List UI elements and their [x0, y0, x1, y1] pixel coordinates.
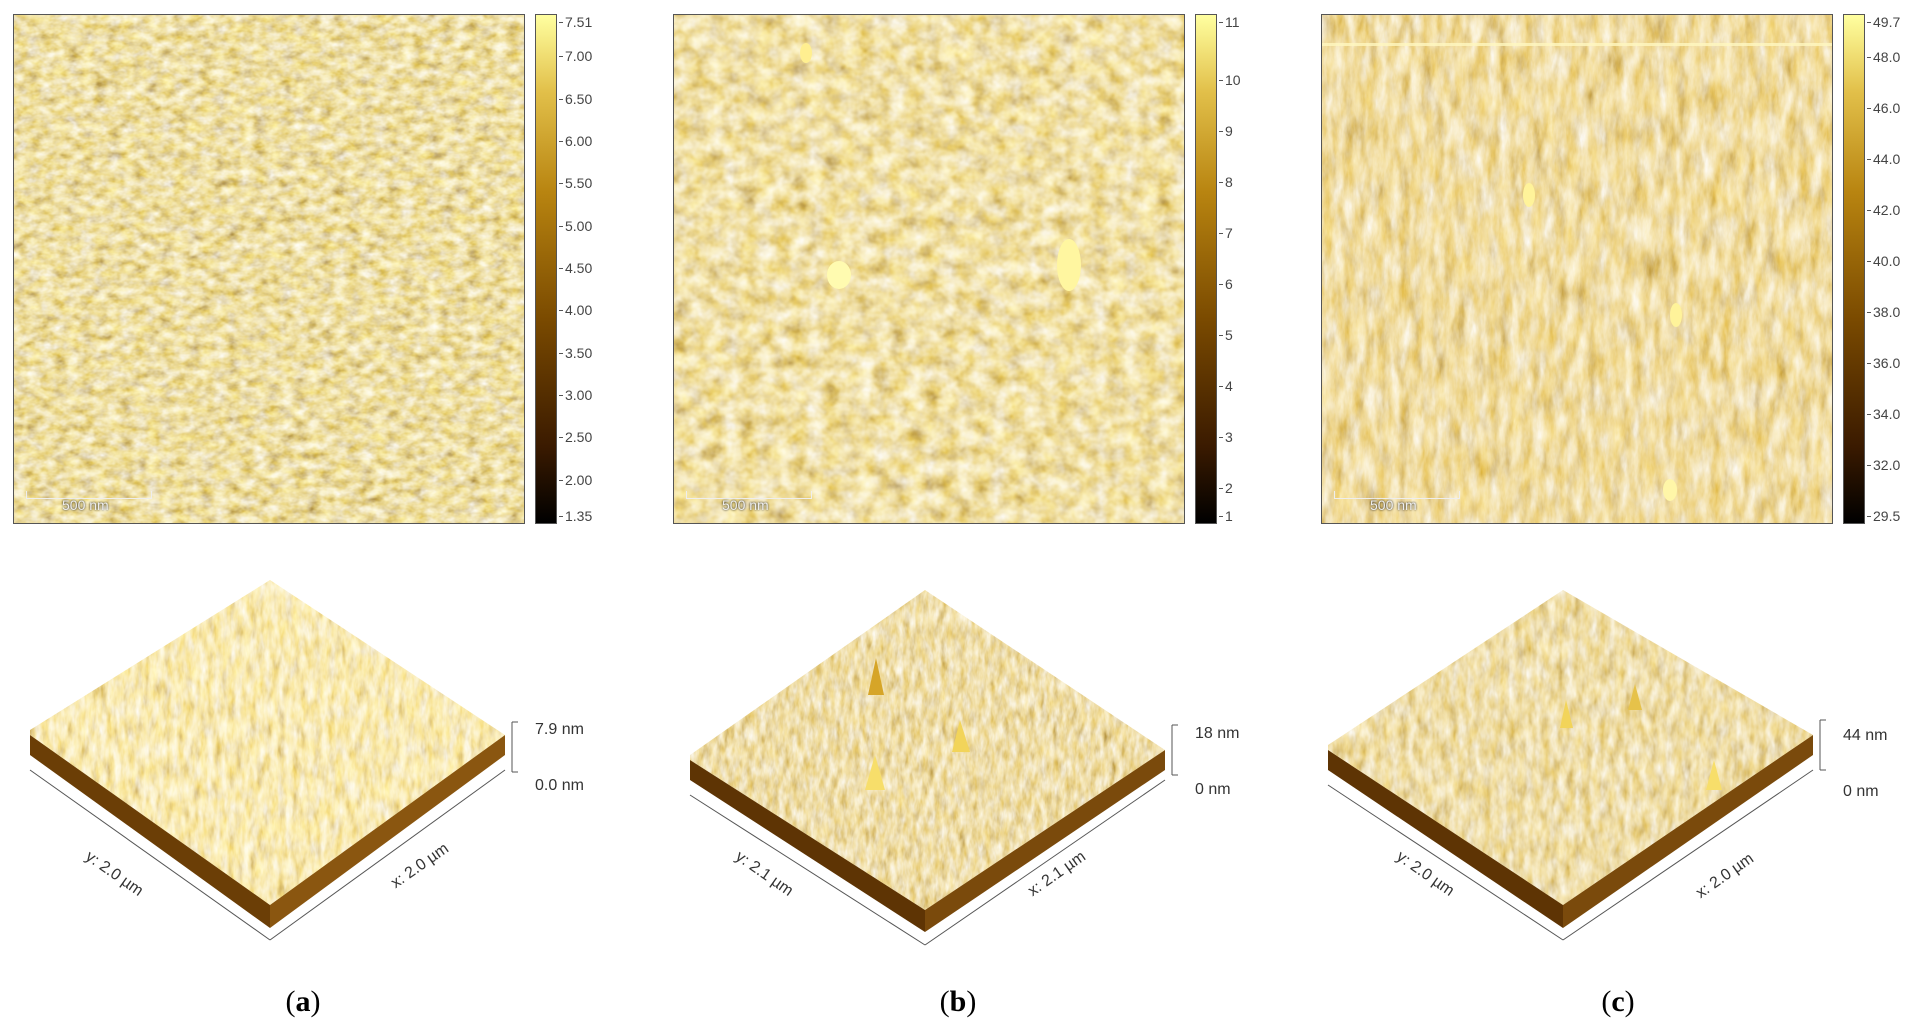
panel-caption-c: (c)	[1601, 985, 1635, 1018]
colorbar-tick: 44.0	[1866, 151, 1901, 168]
z-max-label-c: 44 nm	[1843, 727, 1888, 744]
afm-height-map-c: 500 nm	[1321, 14, 1833, 524]
colorbar-ticks-c: 49.7 48.0 46.0 44.0 42.0 40.0 38.0 36.0 …	[1866, 14, 1919, 524]
colorbar-tick: 2.50	[558, 429, 593, 446]
z-max-label-a: 7.9 nm	[535, 721, 584, 738]
surface-peak	[868, 658, 884, 695]
colorbar-tick: 32.0	[1866, 457, 1901, 474]
colorbar-tick: 42.0	[1866, 202, 1901, 219]
bright-particle	[1057, 239, 1081, 291]
surface-side-left	[1328, 750, 1563, 928]
colorbar-tick: 4.50	[558, 259, 593, 276]
scale-bar-label-a: 500 nm	[62, 497, 109, 513]
afm-height-map-a: 500 nm	[13, 14, 525, 524]
z-min-label-a: 0.0 nm	[535, 777, 584, 794]
surface-peak	[952, 720, 970, 752]
y-axis-line	[689, 794, 926, 946]
colorbar-tick: 8	[1219, 174, 1233, 191]
colorbar-tick: 2	[1219, 480, 1233, 497]
surface-peak	[1706, 760, 1722, 790]
colorbar-tick: 9	[1219, 123, 1233, 140]
x-axis-line	[1562, 769, 1814, 941]
afm-3d-surface-a	[29, 580, 518, 941]
colorbar-c	[1843, 14, 1865, 524]
bright-particle	[1670, 303, 1682, 327]
bright-particle	[800, 43, 812, 63]
colorbar-tick: 48.0	[1866, 49, 1901, 66]
surface-side-left	[690, 760, 925, 932]
colorbar-tick: 2.00	[558, 471, 593, 488]
colorbar-tick: 5.00	[558, 217, 593, 234]
afm-3d-surface-c	[1327, 590, 1826, 941]
scale-bar-label-b: 500 nm	[722, 497, 769, 513]
x-axis-line	[269, 769, 506, 941]
scale-bar-a: 500 nm	[26, 491, 152, 513]
colorbar-tick: 46.0	[1866, 100, 1901, 117]
scan-line-artifact	[1322, 43, 1832, 46]
panel-a: 500 nm 7.51 7.00 6.50 6.00 5.50 5.00 4.5…	[0, 0, 640, 1029]
colorbar-tick: 7	[1219, 225, 1233, 242]
colorbar-tick: 29.5	[1866, 508, 1901, 524]
colorbar-b	[1195, 14, 1217, 524]
surface-peak	[1628, 684, 1642, 710]
colorbar-tick: 7.51	[558, 14, 593, 30]
colorbar-tick: 3.00	[558, 386, 593, 403]
surface-peak	[1560, 700, 1573, 728]
y-axis-line	[1327, 784, 1564, 941]
scale-bar-c: 500 nm	[1334, 491, 1460, 513]
surface-side-left	[30, 735, 270, 928]
x-axis-line	[924, 779, 1166, 946]
colorbar-tick: 1.35	[558, 508, 593, 524]
z-max-label-b: 18 nm	[1195, 725, 1240, 742]
colorbar-tick: 10	[1219, 72, 1241, 89]
bright-particle	[1663, 479, 1677, 501]
bright-particle	[1523, 183, 1535, 207]
colorbar-tick: 34.0	[1866, 406, 1901, 423]
colorbar-tick: 3.50	[558, 344, 593, 361]
surface-side-right	[1563, 735, 1813, 928]
colorbar-tick: 6.00	[558, 132, 593, 149]
panel-caption-a: (a)	[285, 985, 321, 1018]
z-min-label-b: 0 nm	[1195, 781, 1231, 798]
colorbar-a	[535, 14, 557, 524]
colorbar-tick: 3	[1219, 429, 1233, 446]
colorbar-tick: 40.0	[1866, 253, 1901, 270]
y-axis-line	[29, 769, 271, 941]
bright-particle	[827, 261, 851, 289]
panel-c: 500 nm 49.7 48.0 46.0 44.0 42.0 40.0 38.…	[1308, 0, 1919, 1029]
colorbar-tick: 11	[1219, 14, 1240, 30]
colorbar-tick: 6.50	[558, 90, 593, 107]
colorbar-tick: 1	[1219, 508, 1233, 524]
colorbar-tick: 7.00	[558, 48, 593, 65]
colorbar-ticks-b: 11 10 9 8 7 6 5 4 3 2 1	[1219, 14, 1295, 524]
panel-b: 500 nm 11 10 9 8 7 6 5 4 3 2 1	[660, 0, 1300, 1029]
surface-peak	[865, 755, 885, 790]
colorbar-tick: 49.7	[1866, 14, 1901, 30]
colorbar-tick: 5	[1219, 327, 1233, 344]
colorbar-ticks-a: 7.51 7.00 6.50 6.00 5.50 5.00 4.50 4.00 …	[558, 14, 635, 524]
surface-side-right	[270, 735, 505, 928]
scale-bar-b: 500 nm	[686, 491, 812, 513]
afm-height-map-b: 500 nm	[673, 14, 1185, 524]
colorbar-tick: 38.0	[1866, 304, 1901, 321]
colorbar-tick: 36.0	[1866, 355, 1901, 372]
colorbar-tick: 5.50	[558, 175, 593, 192]
afm-3d-surface-b	[689, 590, 1178, 946]
colorbar-tick: 4	[1219, 378, 1233, 395]
scale-bar-label-c: 500 nm	[1370, 497, 1417, 513]
panel-caption-b: (b)	[939, 985, 977, 1018]
colorbar-tick: 6	[1219, 276, 1233, 293]
surface-side-right	[925, 750, 1165, 932]
z-min-label-c: 0 nm	[1843, 783, 1879, 800]
colorbar-tick: 4.00	[558, 302, 593, 319]
